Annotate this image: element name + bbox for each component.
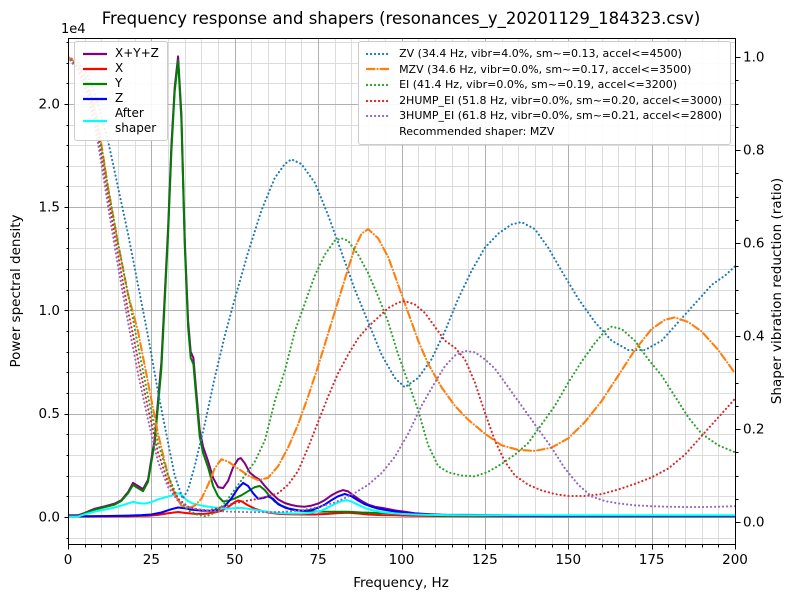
legend-entry-after-shaper: After shaper	[82, 106, 159, 136]
legend-label: ZV (34.4 Hz, vibr=4.0%, sm~=0.13, accel<…	[399, 47, 682, 60]
y-tick-label: 2.0	[39, 96, 60, 112]
x-tick-label: 125	[472, 552, 498, 568]
legend-entry-xyz: X+Y+Z	[82, 46, 159, 61]
y2-tick-label: 1.0	[743, 50, 764, 66]
x-tick-label: 75	[310, 552, 327, 568]
x-tick-label: 175	[639, 552, 665, 568]
legend-line-sample	[366, 129, 392, 135]
legend-entry-z: Z	[82, 91, 159, 106]
x-axis-label: Frequency, Hz	[353, 575, 449, 591]
y-axis-offset-text: 1e4	[61, 22, 86, 37]
legend-line-sample	[83, 97, 107, 100]
legend-label: X	[115, 61, 124, 75]
y-tick-label: 0.5	[39, 406, 60, 422]
x-tick-label: 0	[64, 552, 73, 568]
legend-label: Recommended shaper: MZV	[399, 124, 555, 138]
x-tick-label: 25	[143, 552, 160, 568]
y-tick-label: 0.0	[39, 510, 60, 526]
legend-entry-3hump-ei: 3HUMP_EI (61.8 Hz, vibr=0.0%, sm~=0.21, …	[366, 108, 722, 124]
x-tick-label: 50	[226, 552, 243, 568]
legend-line-sample	[366, 68, 393, 71]
legend-label: EI (41.4 Hz, vibr=0.0%, sm~=0.19, accel<…	[399, 78, 678, 92]
y2-tick-label: 0.2	[743, 422, 764, 438]
legend-entry-x: X	[82, 61, 159, 76]
legend-line-sample	[366, 99, 393, 102]
legend-entry-zv: ZV (34.4 Hz, vibr=4.0%, sm~=0.13, accel<…	[366, 46, 722, 62]
legend-line-sample	[366, 52, 393, 55]
legend-label: MZV (34.6 Hz, vibr=0.0%, sm~=0.17, accel…	[399, 62, 692, 76]
plot-border	[68, 38, 736, 545]
x-tick-label: 200	[722, 552, 748, 568]
legend-line-sample	[83, 119, 107, 123]
legend-line-sample	[366, 115, 393, 118]
y-tick-label: 1.0	[39, 303, 60, 319]
series-after-shaper	[68, 492, 735, 518]
legend-label: 3HUMP_EI (61.8 Hz, vibr=0.0%, sm~=0.21, …	[399, 109, 722, 123]
series-mzv	[68, 55, 735, 510]
legend-entry-mzv: MZV (34.6 Hz, vibr=0.0%, sm~=0.17, accel…	[366, 62, 722, 78]
legend-label: Y	[115, 76, 123, 90]
series-3hump-ei	[68, 55, 735, 514]
legend-label: After shaper	[115, 106, 157, 135]
legend-line-sample	[83, 67, 107, 70]
legend-entry-y: Y	[82, 76, 159, 91]
chart-title: Frequency response and shapers (resonanc…	[101, 9, 701, 28]
y2-tick-label: 0.0	[743, 515, 764, 531]
legend-entry-ei: EI (41.4 Hz, vibr=0.0%, sm~=0.19, accel<…	[366, 77, 722, 93]
y-tick-label: 1.5	[39, 200, 60, 216]
left-y-axis-label: Power spectral density	[8, 214, 24, 367]
y2-tick-label: 0.6	[743, 236, 764, 252]
shaper-legend: ZV (34.4 Hz, vibr=4.0%, sm~=0.13, accel<…	[358, 41, 731, 145]
psd-legend: X+Y+Z X Y Z After shaper	[74, 41, 168, 141]
legend-line-sample	[366, 83, 393, 87]
legend-label: Z	[115, 91, 124, 105]
x-tick-label: 100	[389, 552, 415, 568]
right-y-axis-label: Shaper vibration reduction (ratio)	[769, 178, 785, 404]
series-2hump-ei	[68, 55, 735, 512]
y2-tick-label: 0.4	[743, 329, 764, 345]
legend-note-recommended-shaper: Recommended shaper: MZV	[366, 124, 722, 140]
legend-line-sample	[83, 52, 107, 55]
y2-tick-label: 0.8	[743, 143, 764, 159]
legend-label: 2HUMP_EI (51.8 Hz, vibr=0.0%, sm~=0.20, …	[399, 93, 722, 107]
legend-entry-2hump-ei: 2HUMP_EI (51.8 Hz, vibr=0.0%, sm~=0.20, …	[366, 93, 722, 109]
series-zv	[68, 55, 735, 500]
x-tick-label: 150	[555, 552, 581, 568]
legend-label: X+Y+Z	[115, 46, 159, 60]
legend-line-sample	[83, 82, 107, 85]
